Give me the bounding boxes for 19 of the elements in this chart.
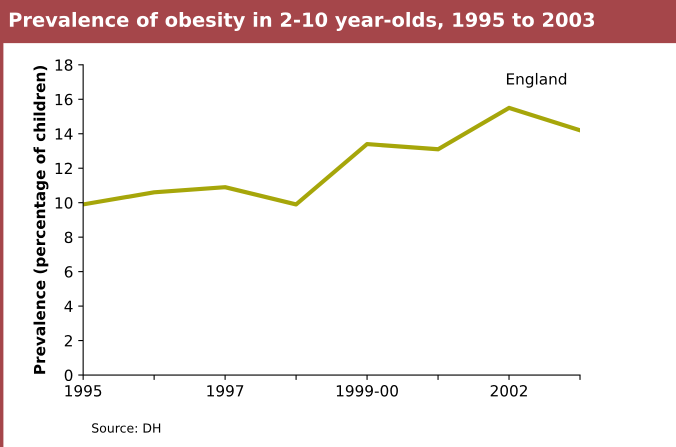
- y-tick-label: 4: [64, 300, 73, 312]
- y-tick-label: 8: [64, 232, 72, 244]
- y-tick-label: 6: [64, 266, 72, 278]
- series-label: England: [506, 72, 566, 88]
- x-tick-label: 1999-00: [336, 385, 398, 397]
- x-tick-label: 2002: [490, 385, 527, 397]
- chart-title: Prevalence of obesity in 2-10 year-olds, 1995 to 2003: [10, 12, 594, 31]
- x-tick-label: 1995: [65, 385, 102, 397]
- x-tick-label: 1997: [207, 385, 244, 397]
- y-tick-label: 14: [56, 128, 73, 140]
- y-tick-label: 12: [56, 162, 72, 174]
- y-tick-label: 10: [56, 197, 72, 209]
- y-tick-label: 18: [56, 59, 72, 71]
- y-tick-label: 2: [64, 335, 72, 346]
- source-note: Source: DH: [92, 423, 160, 433]
- line-series: [83, 106, 580, 206]
- y-tick-label: 16: [56, 94, 72, 106]
- y-tick-label: 0: [64, 370, 72, 382]
- y-axis-title: Prevalence (percentage of children): [34, 66, 48, 374]
